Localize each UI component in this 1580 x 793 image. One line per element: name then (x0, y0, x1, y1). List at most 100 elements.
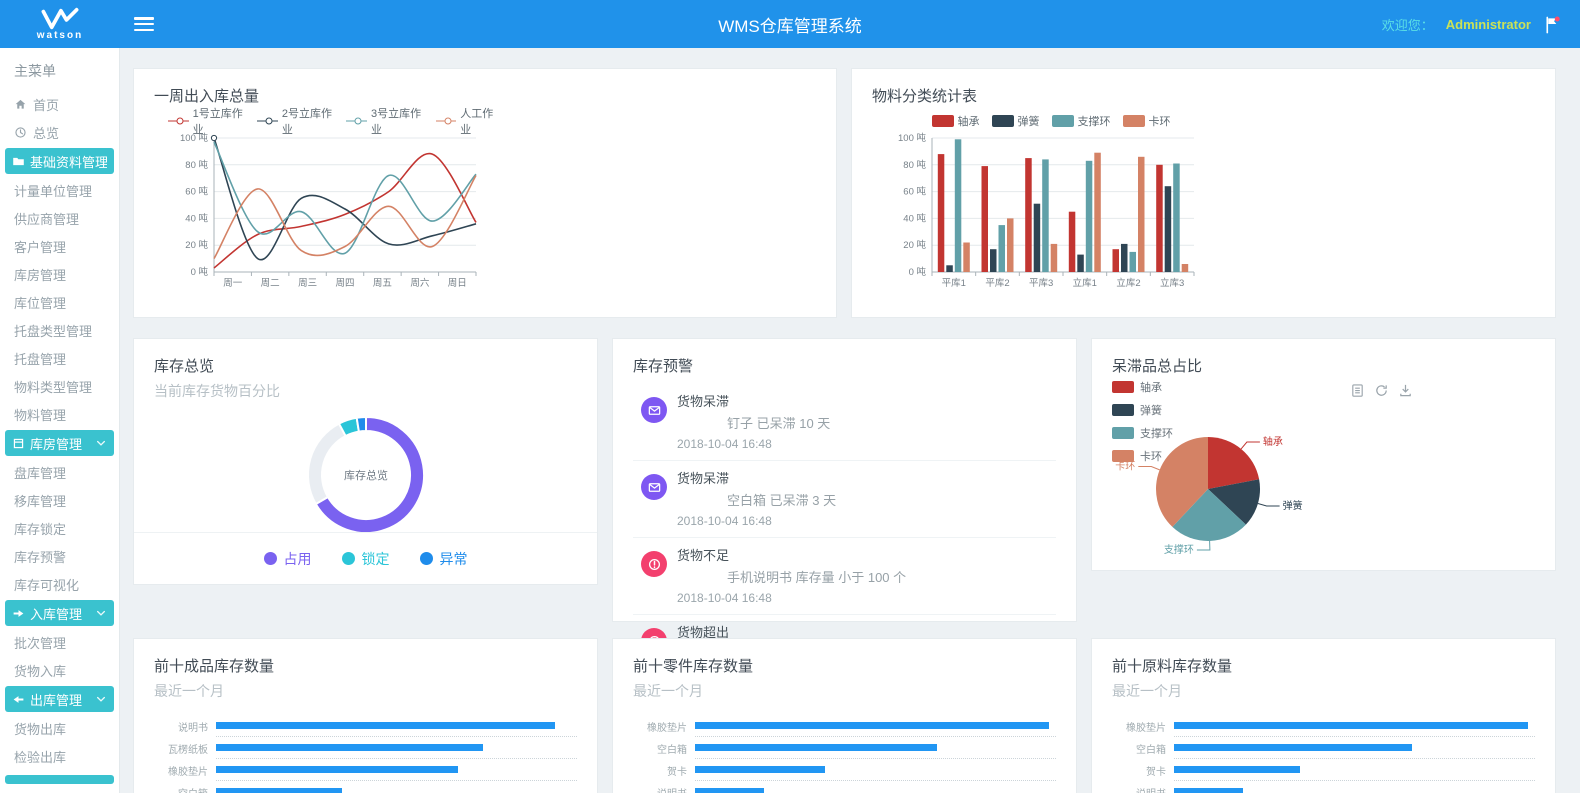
hbar-row: 贺卡 (633, 759, 1056, 781)
alert-message: 空白箱 已呆滞 3 天 (727, 493, 837, 508)
alert-item[interactable]: 货物不足 手机说明书 库存量 小于 100 个 2018-10-04 16:48 (633, 538, 1056, 615)
svg-text:60 吨: 60 吨 (903, 186, 926, 198)
sidebar-group-出库管理[interactable]: 出库管理 (5, 686, 114, 712)
hbar-label: 说明书 (633, 785, 695, 793)
sidebar-group-入库管理[interactable]: 入库管理 (5, 600, 114, 626)
sidebar-item-17[interactable]: 库存可视化 (0, 570, 119, 598)
svg-text:0 吨: 0 吨 (909, 266, 927, 278)
svg-text:立库3: 立库3 (1160, 277, 1184, 289)
sidebar-item-22[interactable]: 货物出库 (0, 714, 119, 742)
legend-item[interactable]: 支撑环 (1051, 113, 1111, 129)
card-subtitle-inventory: 当前库存货物百分比 (154, 383, 280, 399)
hbar-bar[interactable] (695, 722, 1049, 729)
card-stock-alerts: 库存预警 货物呆滞 钉子 已呆滞 10 天 2018-10-04 16:48 货物呆滞… (612, 338, 1077, 682)
finished-hbar-chart[interactable]: 说明书瓦楞纸板橡胶垫片空白箱 (154, 715, 577, 793)
sidebar-group-partial[interactable] (5, 775, 114, 784)
stagnant-pie-legend: 轴承 弹簧 支撑环 卡环 (1112, 379, 1173, 464)
svg-text:立库1: 立库1 (1073, 277, 1097, 289)
sidebar-item-4[interactable]: 供应商管理 (0, 204, 119, 232)
card-title-parts: 前十零件库存数量 (633, 658, 754, 675)
weekly-line-legend: 1号立库作业 2号立库作业 3号立库作业 人工作业 (168, 108, 498, 136)
sidebar-item-7[interactable]: 库位管理 (0, 288, 119, 316)
raw-hbar-chart[interactable]: 橡胶垫片空白箱贺卡说明书 (1112, 715, 1535, 793)
legend-item[interactable]: 弹簧 (1112, 402, 1173, 418)
sidebar-group-库房管理[interactable]: 库房管理 (5, 430, 114, 456)
hbar-label: 说明书 (1112, 785, 1174, 793)
alert-item[interactable]: 货物呆滞 空白箱 已呆滞 3 天 2018-10-04 16:48 (633, 461, 1056, 538)
chevron-down-icon (95, 693, 107, 705)
hbar-row: 贺卡 (1112, 759, 1535, 781)
hbar-bar[interactable] (1174, 788, 1243, 793)
card-title-stagnant: 呆滞品总占比 (1112, 358, 1203, 375)
sidebar-item-16[interactable]: 库存预警 (0, 542, 119, 570)
sidebar-item-8[interactable]: 托盘类型管理 (0, 316, 119, 344)
legend-item[interactable]: 占用 (263, 549, 312, 569)
top-header: watson WMS仓库管理系统 欢迎您： Administrator (0, 0, 1580, 48)
sidebar-item-20[interactable]: 货物入库 (0, 656, 119, 684)
legend-item[interactable]: 2号立库作业 (257, 105, 334, 137)
home-icon (14, 98, 27, 111)
hbar-row: 说明书 (1112, 781, 1535, 793)
hbar-row: 瓦楞纸板 (154, 737, 577, 759)
brand-logo[interactable]: watson (0, 0, 120, 48)
weekly-line-chart[interactable]: 0 吨 20 吨 40 吨 60 吨 80 吨 100 吨周一 周二 周三 周四 周五 周六 周日 (168, 128, 498, 305)
material-bar-chart[interactable]: 0 吨 20 吨 40 吨 60 吨 80 吨 100 吨平库1 平库2 平库3 立库1 立库2 立… (886, 128, 1216, 305)
hbar-bar[interactable] (1174, 722, 1528, 729)
hbar-bar[interactable] (216, 766, 458, 773)
save-image-icon[interactable] (1398, 383, 1413, 398)
legend-item[interactable]: 弹簧 (991, 113, 1040, 129)
hbar-bar[interactable] (216, 744, 484, 751)
hbar-bar[interactable] (216, 722, 556, 729)
sidebar-item-1[interactable]: 总览 (0, 118, 119, 146)
sidebar-item-14[interactable]: 移库管理 (0, 486, 119, 514)
restore-icon[interactable] (1374, 383, 1389, 398)
legend-item[interactable]: 锁定 (341, 549, 390, 569)
data-view-icon[interactable] (1350, 383, 1365, 398)
sidebar-item-5[interactable]: 客户管理 (0, 232, 119, 260)
hbar-bar[interactable] (695, 788, 764, 793)
stagnant-pie-chart[interactable]: 轴承 弹簧 支撑环 卡环 (1112, 369, 1532, 574)
alert-item[interactable]: 货物呆滞 钉子 已呆滞 10 天 2018-10-04 16:48 (633, 384, 1056, 461)
sidebar-item-10[interactable]: 物料类型管理 (0, 372, 119, 400)
legend-item[interactable]: 3号立库作业 (346, 105, 423, 137)
material-bar-legend: 轴承 弹簧 支撑环 卡环 (886, 114, 1216, 128)
card-title-finished: 前十成品库存数量 (154, 658, 275, 675)
hbar-bar[interactable] (216, 788, 343, 793)
hbar-bar[interactable] (1174, 744, 1413, 751)
sidebar-item-3[interactable]: 计量单位管理 (0, 176, 119, 204)
card-title-weekly: 一周出入库总量 (154, 88, 260, 105)
hbar-bar[interactable] (695, 766, 825, 773)
overview-icon (14, 126, 27, 139)
svg-text:20 吨: 20 吨 (185, 239, 208, 251)
sidebar-item-13[interactable]: 盘库管理 (0, 458, 119, 486)
svg-text:周四: 周四 (335, 278, 354, 289)
sidebar-item-11[interactable]: 物料管理 (0, 400, 119, 428)
legend-item[interactable]: 1号立库作业 (168, 105, 245, 137)
card-material-stats: 物料分类统计表 轴承 弹簧 支撑环 卡环 0 吨 20 吨 40 吨 60 吨 80 吨 100… (851, 68, 1556, 318)
parts-hbar-chart[interactable]: 橡胶垫片空白箱贺卡说明书 (633, 715, 1056, 793)
legend-item[interactable]: 卡环 (1112, 448, 1173, 464)
menu-toggle-button[interactable] (134, 17, 154, 31)
svg-text:100 吨: 100 吨 (898, 132, 926, 144)
notification-flag-icon[interactable] (1543, 15, 1562, 34)
sidebar-item-23[interactable]: 检验出库 (0, 742, 119, 770)
hbar-bar[interactable] (695, 744, 937, 751)
legend-item[interactable]: 轴承 (931, 113, 980, 129)
legend-item[interactable]: 支撑环 (1112, 425, 1173, 441)
sidebar-item-0[interactable]: 首页 (0, 90, 119, 118)
legend-item[interactable]: 轴承 (1112, 379, 1173, 395)
legend-item[interactable]: 人工作业 (435, 105, 498, 137)
sidebar-item-19[interactable]: 批次管理 (0, 628, 119, 656)
alert-type: 货物呆滞 (677, 471, 730, 486)
sidebar-item-label: 物料类型管理 (14, 379, 93, 395)
sidebar-group-基础资料管理[interactable]: 基础资料管理 (5, 148, 114, 174)
sidebar-item-6[interactable]: 库房管理 (0, 260, 119, 288)
username[interactable]: Administrator (1445, 16, 1531, 32)
sidebar-item-9[interactable]: 托盘管理 (0, 344, 119, 372)
legend-item[interactable]: 卡环 (1122, 113, 1171, 129)
hbar-bar[interactable] (1174, 766, 1301, 773)
inventory-donut-chart[interactable]: 库存总览 (154, 405, 577, 545)
sidebar-item-15[interactable]: 库存锁定 (0, 514, 119, 542)
outbound-icon (12, 693, 25, 706)
legend-item[interactable]: 异常 (419, 549, 468, 569)
